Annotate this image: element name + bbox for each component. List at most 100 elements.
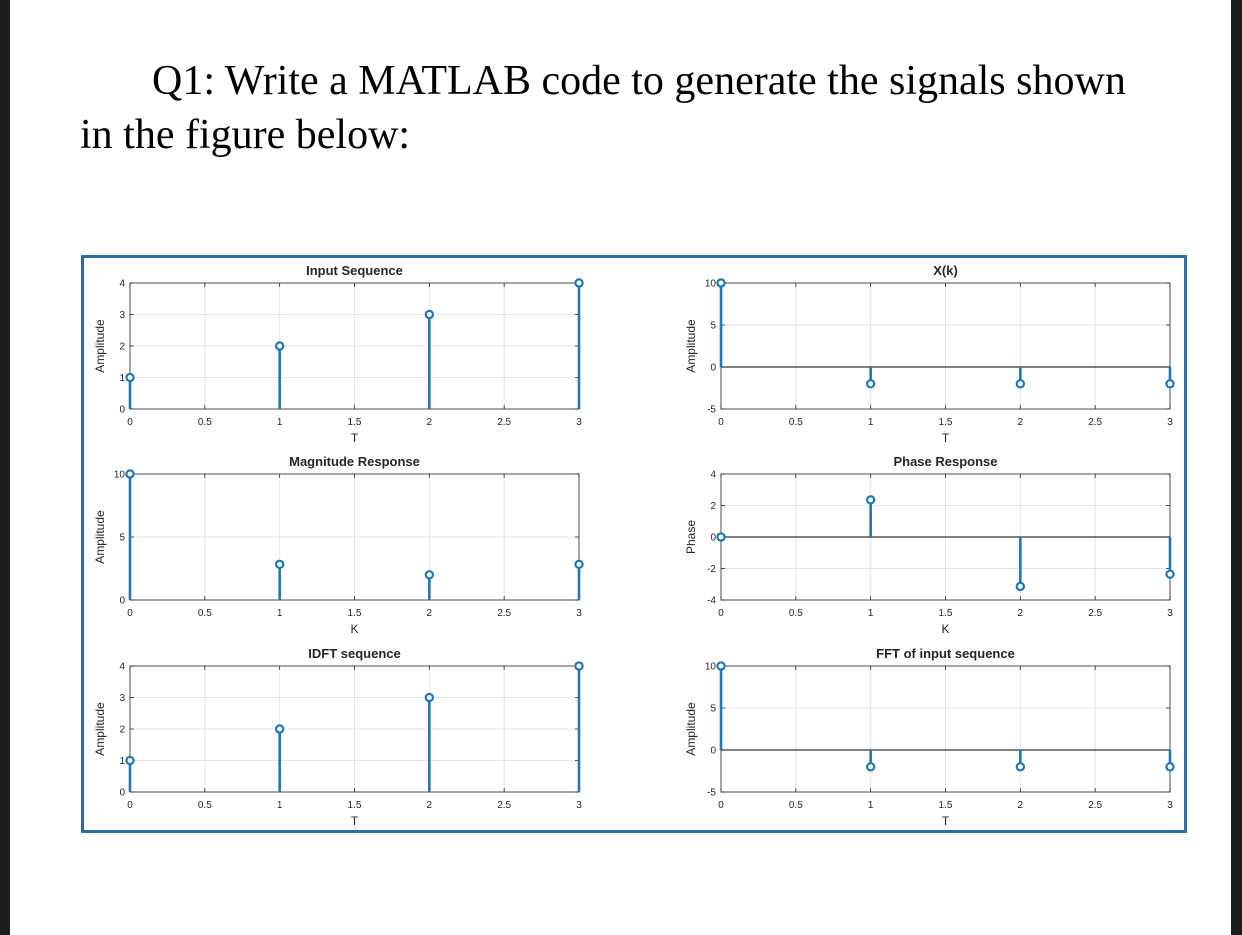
y-axis-label: Amplitude: [684, 702, 698, 756]
stem-marker: [125, 372, 135, 383]
x-tick-label: 1.5: [939, 608, 953, 619]
y-axis-label: Amplitude: [93, 510, 107, 564]
x-tick-label: 2: [1018, 800, 1024, 811]
y-tick-label: 10: [114, 470, 126, 481]
subplot-3: 0 0.5 1 1.5 2 2.5 3 0 5 10 Magnitude Response K Ampl…: [93, 454, 584, 636]
x-tick-label: 1.5: [939, 800, 953, 811]
stem-marker: [1015, 762, 1026, 772]
x-tick-label: 2.5: [1088, 417, 1102, 428]
x-tick-label: 3: [1167, 417, 1173, 428]
y-tick-label: 0: [710, 746, 716, 757]
y-tick-label: -5: [707, 788, 716, 799]
x-tick-label: 0.5: [198, 800, 212, 811]
x-tick-label: 0.5: [198, 608, 212, 619]
x-tick-label: 2.5: [497, 608, 511, 619]
x-tick-label: 0.5: [789, 608, 803, 619]
x-tick-label: 3: [1167, 608, 1173, 619]
y-axis-label: Phase: [684, 520, 698, 554]
x-tick-label: 2.5: [497, 417, 511, 428]
y-tick-label: 2: [710, 501, 716, 512]
y-tick-label: 3: [119, 693, 125, 704]
y-tick-label: 4: [119, 662, 125, 673]
stem-marker: [125, 469, 135, 479]
x-axis-label: T: [351, 814, 359, 828]
y-tick-label: 5: [119, 533, 125, 544]
x-axis-label: T: [942, 431, 950, 445]
subplot-title: Input Sequence: [306, 263, 403, 278]
x-tick-label: 1: [868, 608, 874, 619]
stem-marker: [716, 661, 726, 671]
x-tick-label: 3: [576, 800, 582, 811]
stem-marker: [1165, 569, 1175, 579]
x-tick-label: 1.5: [348, 800, 362, 811]
y-tick-label: 2: [119, 725, 125, 736]
question-text: Q1: Write a MATLAB code to generate the …: [80, 58, 1126, 158]
y-tick-label: 1: [119, 373, 125, 384]
subplot-title: Phase Response: [893, 454, 997, 469]
x-tick-label: 0: [127, 608, 133, 619]
x-tick-label: 0: [718, 800, 724, 811]
subplot-title: Magnitude Response: [289, 454, 420, 469]
stem-marker: [865, 495, 876, 505]
x-tick-label: 3: [576, 417, 582, 428]
x-axis-label: K: [350, 622, 358, 636]
x-tick-label: 1: [277, 800, 283, 811]
x-tick-label: 1: [277, 417, 283, 428]
y-tick-label: 4: [710, 470, 716, 481]
y-tick-label: 1: [119, 756, 125, 767]
stem-marker: [424, 692, 435, 703]
x-axis-label: T: [942, 814, 950, 828]
y-tick-label: 2: [119, 342, 125, 353]
subplot-title: FFT of input sequence: [876, 646, 1015, 661]
document-page: Q1: Write a MATLAB code to generate the …: [10, 0, 1231, 935]
y-tick-label: -5: [707, 405, 716, 416]
x-tick-label: 0: [127, 800, 133, 811]
subplot-4: 0 0.5 1 1.5 2 2.5 3 -4 -2 0 2 4 Phase Response K Phase: [684, 454, 1175, 636]
stem-marker: [274, 724, 285, 734]
y-tick-label: 5: [710, 704, 716, 715]
x-tick-label: 3: [576, 608, 582, 619]
stem-marker: [865, 379, 876, 389]
y-axis-label: Amplitude: [684, 319, 698, 373]
stem-marker: [274, 341, 285, 351]
x-tick-label: 0: [718, 608, 724, 619]
x-tick-label: 0.5: [789, 417, 803, 428]
y-tick-label: 0: [119, 596, 125, 607]
x-tick-label: 0: [718, 417, 724, 428]
y-tick-label: 0: [710, 363, 716, 374]
x-tick-label: 1: [868, 800, 874, 811]
y-tick-label: -4: [707, 596, 716, 607]
stem-marker: [716, 278, 726, 288]
y-tick-label: 10: [705, 279, 717, 290]
y-tick-label: 0: [119, 788, 125, 799]
y-tick-label: -2: [707, 564, 716, 575]
stem-marker: [424, 570, 435, 580]
x-tick-label: 0: [127, 417, 133, 428]
stem-marker: [574, 278, 584, 288]
stem-marker: [125, 755, 135, 766]
matlab-figure: 0 0.5 1 1.5 2 2.5 3 0 1 2 3 4 Input Sequence T Amplitu…: [81, 255, 1187, 833]
x-tick-label: 2: [1018, 417, 1024, 428]
x-tick-label: 2: [427, 417, 433, 428]
y-tick-label: 5: [710, 321, 716, 332]
x-axis-label: K: [941, 622, 949, 636]
subplot-grid: 0 0.5 1 1.5 2 2.5 3 0 1 2 3 4 Input Sequence T Amplitu…: [93, 263, 1175, 828]
y-tick-label: 10: [705, 662, 717, 673]
x-tick-label: 1.5: [348, 608, 362, 619]
y-axis-label: Amplitude: [93, 702, 107, 756]
x-tick-label: 2: [427, 800, 433, 811]
stem-marker: [274, 559, 285, 570]
subplot-title: IDFT sequence: [308, 646, 400, 661]
x-tick-label: 1: [277, 608, 283, 619]
subplot-5: 0 0.5 1 1.5 2 2.5 3 0 1 2 3 4 IDFT sequence T Amplitud…: [93, 646, 584, 828]
x-tick-label: 0.5: [198, 417, 212, 428]
y-tick-label: 3: [119, 310, 125, 321]
stem-marker: [574, 559, 584, 570]
y-tick-label: 0: [119, 405, 125, 416]
y-tick-label: 0: [710, 533, 716, 544]
stem-marker: [865, 762, 876, 772]
subplot-1: 0 0.5 1 1.5 2 2.5 3 0 1 2 3 4 Input Sequence T Amplitu…: [93, 263, 584, 445]
x-tick-label: 2.5: [1088, 800, 1102, 811]
